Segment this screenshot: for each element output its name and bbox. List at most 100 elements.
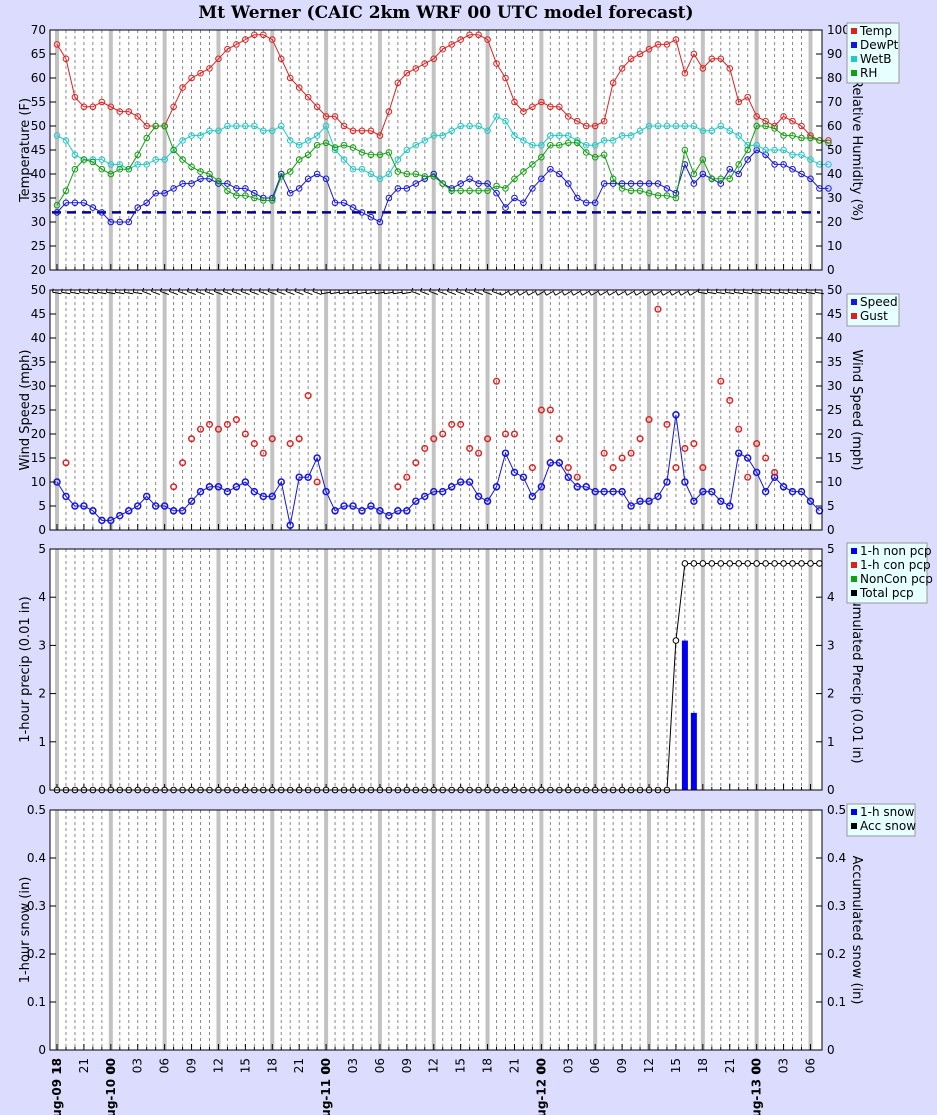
wind-barb [698,291,708,295]
point-temp [735,98,743,106]
x-tick-label: 15 [238,1058,252,1073]
x-date-label: Aug-10 00 [104,1058,118,1115]
speed-point [232,483,241,491]
gust-point [313,478,321,486]
legend-swatch [851,576,857,582]
speed-point [600,487,608,496]
legend-swatch [851,823,857,829]
wind-barb [240,290,250,296]
point-wetb [511,132,518,139]
point-temp [116,108,124,115]
wind-barb-flag [615,291,619,296]
point-wetb [825,161,832,168]
total-pcp-point [771,560,778,567]
wind-barb [644,290,654,296]
y-tick-label-left: 10 [31,475,46,489]
point-wetb [412,141,420,149]
point-wetb [143,161,150,168]
speed-point [403,507,411,515]
y-tick-label-right: 0 [827,263,835,277]
x-tick-label: 12 [642,1058,656,1073]
speed-point [107,516,115,525]
speed-point [187,497,196,505]
y-tick-label-right: 90 [827,47,842,61]
wind-barb-flag [660,291,664,296]
wind-barb [707,291,717,295]
speed-point [429,487,438,496]
y-tick-label-left: 45 [31,143,46,157]
gust-point [286,440,294,448]
point-temp [798,122,805,130]
speed-point [214,483,223,491]
point-temp [421,60,429,67]
y-tick-label-left: 0.2 [27,947,46,961]
y-tick-label-right: 60 [827,119,842,133]
wind-barb-flag [508,291,512,296]
speed-point [681,478,689,486]
point-wetb [663,122,671,130]
speed-point [699,487,707,496]
legend-label: Temp [859,24,892,38]
wind-barb [653,290,663,296]
gust-point [232,416,240,424]
point-rh [636,187,644,195]
point-dewpt [547,165,554,173]
point-rh [340,141,348,149]
point-wetb [466,122,473,130]
wind-barb [429,290,439,296]
speed-point [761,487,770,496]
y-tick-label-left: 0 [38,783,46,797]
speed-point [259,492,268,501]
point-wetb [502,117,509,125]
y-tick-label-right: 50 [827,143,842,157]
wind-barb-flag [607,291,610,296]
point-temp [268,36,276,43]
point-wetb [188,132,195,139]
point-rh [152,122,159,130]
point-wetb [313,132,321,139]
x-tick-label: 03 [777,1058,791,1073]
point-rh [789,132,796,139]
speed-point [555,459,564,467]
x-tick-label: 18 [481,1058,495,1073]
series-line-temp [56,34,829,141]
point-rh [358,149,366,156]
wind-barb-flag [329,290,332,294]
point-rh [753,122,760,130]
point-dewpt [511,194,518,202]
point-dewpt [663,185,671,192]
y-axis-label-left: 1-hour precip (0.01 in) [18,596,33,742]
point-rh [726,175,734,183]
point-temp [708,55,716,63]
speed-point [160,502,169,510]
point-dewpt [556,170,563,178]
point-dewpt [457,180,464,187]
speed-point [806,497,815,505]
point-rh [744,146,751,154]
point-wetb [304,137,312,144]
point-dewpt [358,209,366,216]
point-dewpt [529,185,536,192]
y-tick-label-left: 5 [38,542,46,556]
speed-point [717,497,725,505]
total-pcp-point [798,560,805,567]
x-tick-label: 03 [346,1058,360,1073]
total-pcp-point [690,560,698,567]
point-wetb [107,161,115,168]
point-rh [242,192,249,199]
point-dewpt [349,204,357,211]
wind-barb [591,290,600,296]
wind-barb [276,290,286,296]
point-temp [780,113,787,120]
gust-point [421,444,429,452]
point-dewpt [520,199,527,207]
point-temp [582,122,590,130]
point-wetb [699,127,707,135]
point-dewpt [188,180,195,187]
gust-point [753,440,761,448]
wind-barb-flag [642,291,646,296]
y-axis-label-right: Wind Speed (mph) [849,350,864,471]
wind-barb [214,290,223,296]
point-dewpt [116,218,124,226]
y-axis-label-left: Wind Speed (mph) [18,350,33,471]
